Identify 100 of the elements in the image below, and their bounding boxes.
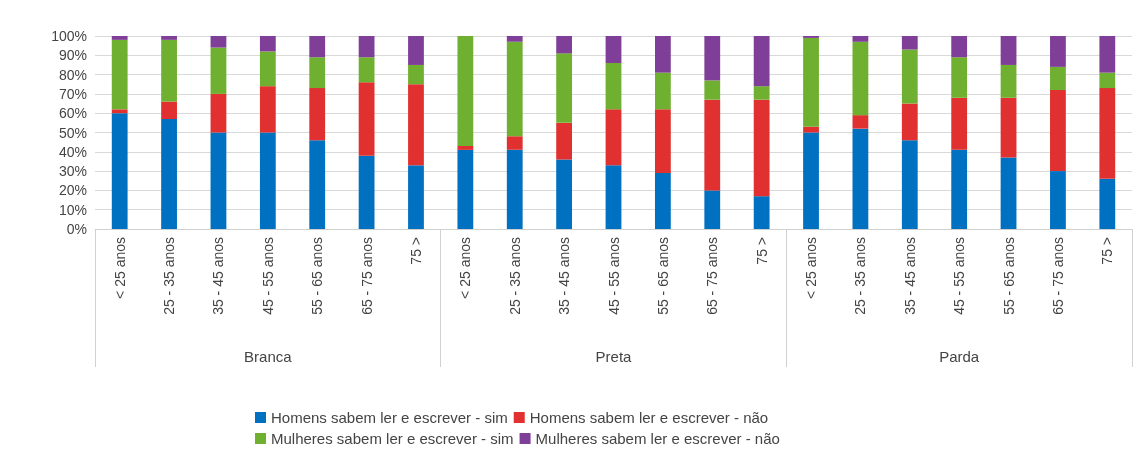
bar	[358, 82, 375, 156]
bar	[901, 36, 918, 50]
bar	[161, 39, 177, 102]
bar	[803, 37, 819, 127]
bar	[852, 128, 869, 229]
bar	[259, 36, 276, 52]
x-tick-label: 65 - 75 anos	[704, 237, 721, 315]
y-tick-label: 40%	[58, 143, 87, 160]
bar	[111, 36, 128, 40]
legend-label: Homens sabem ler e escrever - não	[529, 409, 769, 426]
bar	[704, 190, 721, 229]
text: Parda	[939, 348, 980, 365]
x-tick-label: 45 - 55 anos	[951, 237, 968, 315]
bar	[556, 159, 573, 229]
x-tick-label: 75 >	[753, 237, 770, 265]
bar	[408, 165, 424, 229]
bar	[1099, 178, 1116, 229]
x-tick-label: 35 - 45 anos	[210, 237, 227, 315]
bar	[506, 136, 523, 150]
y-tick-label: 60%	[58, 105, 87, 122]
bar	[852, 36, 869, 42]
bar	[605, 36, 622, 64]
x-tick-label: 65 - 75 anos	[1049, 237, 1066, 315]
legend-label: Homens sabem ler e escrever - sim	[271, 409, 508, 426]
bar	[951, 97, 968, 150]
x-tick-label: 25 - 35 anos	[161, 237, 178, 315]
bar	[161, 36, 177, 40]
bar	[309, 88, 326, 141]
bar	[506, 41, 523, 137]
bar	[210, 47, 227, 94]
bar	[605, 63, 622, 110]
bar	[852, 115, 869, 129]
bar	[753, 36, 770, 87]
y-tick-label: 80%	[58, 66, 87, 83]
bar	[1050, 90, 1066, 172]
bar	[556, 36, 573, 54]
x-tick-label: 45 - 55 anos	[605, 237, 622, 315]
bar	[506, 36, 523, 42]
y-tick-label: 20%	[58, 182, 87, 199]
x-tick-label: < 25 anos	[457, 237, 474, 299]
bar	[161, 118, 177, 229]
bar	[259, 51, 276, 87]
bar	[704, 36, 721, 81]
bar	[408, 36, 424, 65]
bar	[951, 57, 968, 98]
bar	[111, 109, 128, 114]
bar	[1050, 36, 1066, 67]
y-tick-label: 70%	[58, 85, 87, 102]
text: Preta	[595, 348, 633, 365]
bar	[654, 72, 671, 110]
bar	[556, 53, 573, 123]
bar	[210, 93, 227, 133]
y-tick-label: 10%	[58, 201, 87, 218]
bar	[803, 126, 819, 133]
x-tick-label: < 25 anos	[111, 237, 128, 299]
bar	[358, 57, 375, 83]
bar	[1050, 171, 1066, 229]
x-tick-label: 65 - 75 anos	[358, 237, 375, 315]
bar	[259, 86, 276, 133]
y-tick-label: 0%	[66, 221, 87, 237]
x-tick-label: 75 >	[1099, 237, 1116, 265]
bar	[457, 36, 474, 147]
x-tick-label: 75 >	[407, 237, 424, 265]
bar	[654, 109, 671, 174]
bar	[951, 149, 968, 229]
bar	[654, 173, 671, 229]
bar	[259, 132, 276, 229]
bar	[1099, 72, 1116, 89]
legend-label: Mulheres sabem ler e escrever - não	[535, 430, 780, 447]
bar	[1099, 36, 1116, 73]
legend-label: Mulheres sabem ler e escrever - sim	[271, 430, 514, 447]
bar	[704, 80, 721, 100]
x-tick-label: 45 - 55 anos	[259, 237, 276, 315]
bar	[753, 99, 770, 197]
bar	[408, 84, 424, 166]
bar	[556, 122, 573, 160]
y-tick-label: 100%	[51, 28, 87, 44]
bar	[161, 101, 177, 119]
bar	[111, 113, 128, 229]
bar	[457, 149, 474, 229]
y-tick-label: 50%	[58, 124, 87, 141]
y-tick-label: 90%	[58, 47, 87, 64]
bar	[1000, 64, 1017, 98]
bar	[408, 64, 424, 85]
bar	[1099, 88, 1116, 179]
bar	[753, 196, 770, 229]
bar	[1000, 157, 1017, 229]
bar	[803, 132, 819, 229]
bar	[901, 103, 918, 141]
bar	[605, 109, 622, 166]
x-tick-label: 55 - 65 anos	[654, 237, 671, 315]
bar	[358, 36, 375, 58]
bar	[457, 146, 474, 150]
x-tick-label: 35 - 45 anos	[901, 237, 918, 315]
bar	[358, 155, 375, 229]
bar	[506, 149, 523, 229]
bar	[309, 140, 326, 229]
x-tick-label: 55 - 65 anos	[309, 237, 326, 315]
x-tick-label: < 25 anos	[803, 237, 820, 299]
bar	[753, 86, 770, 100]
